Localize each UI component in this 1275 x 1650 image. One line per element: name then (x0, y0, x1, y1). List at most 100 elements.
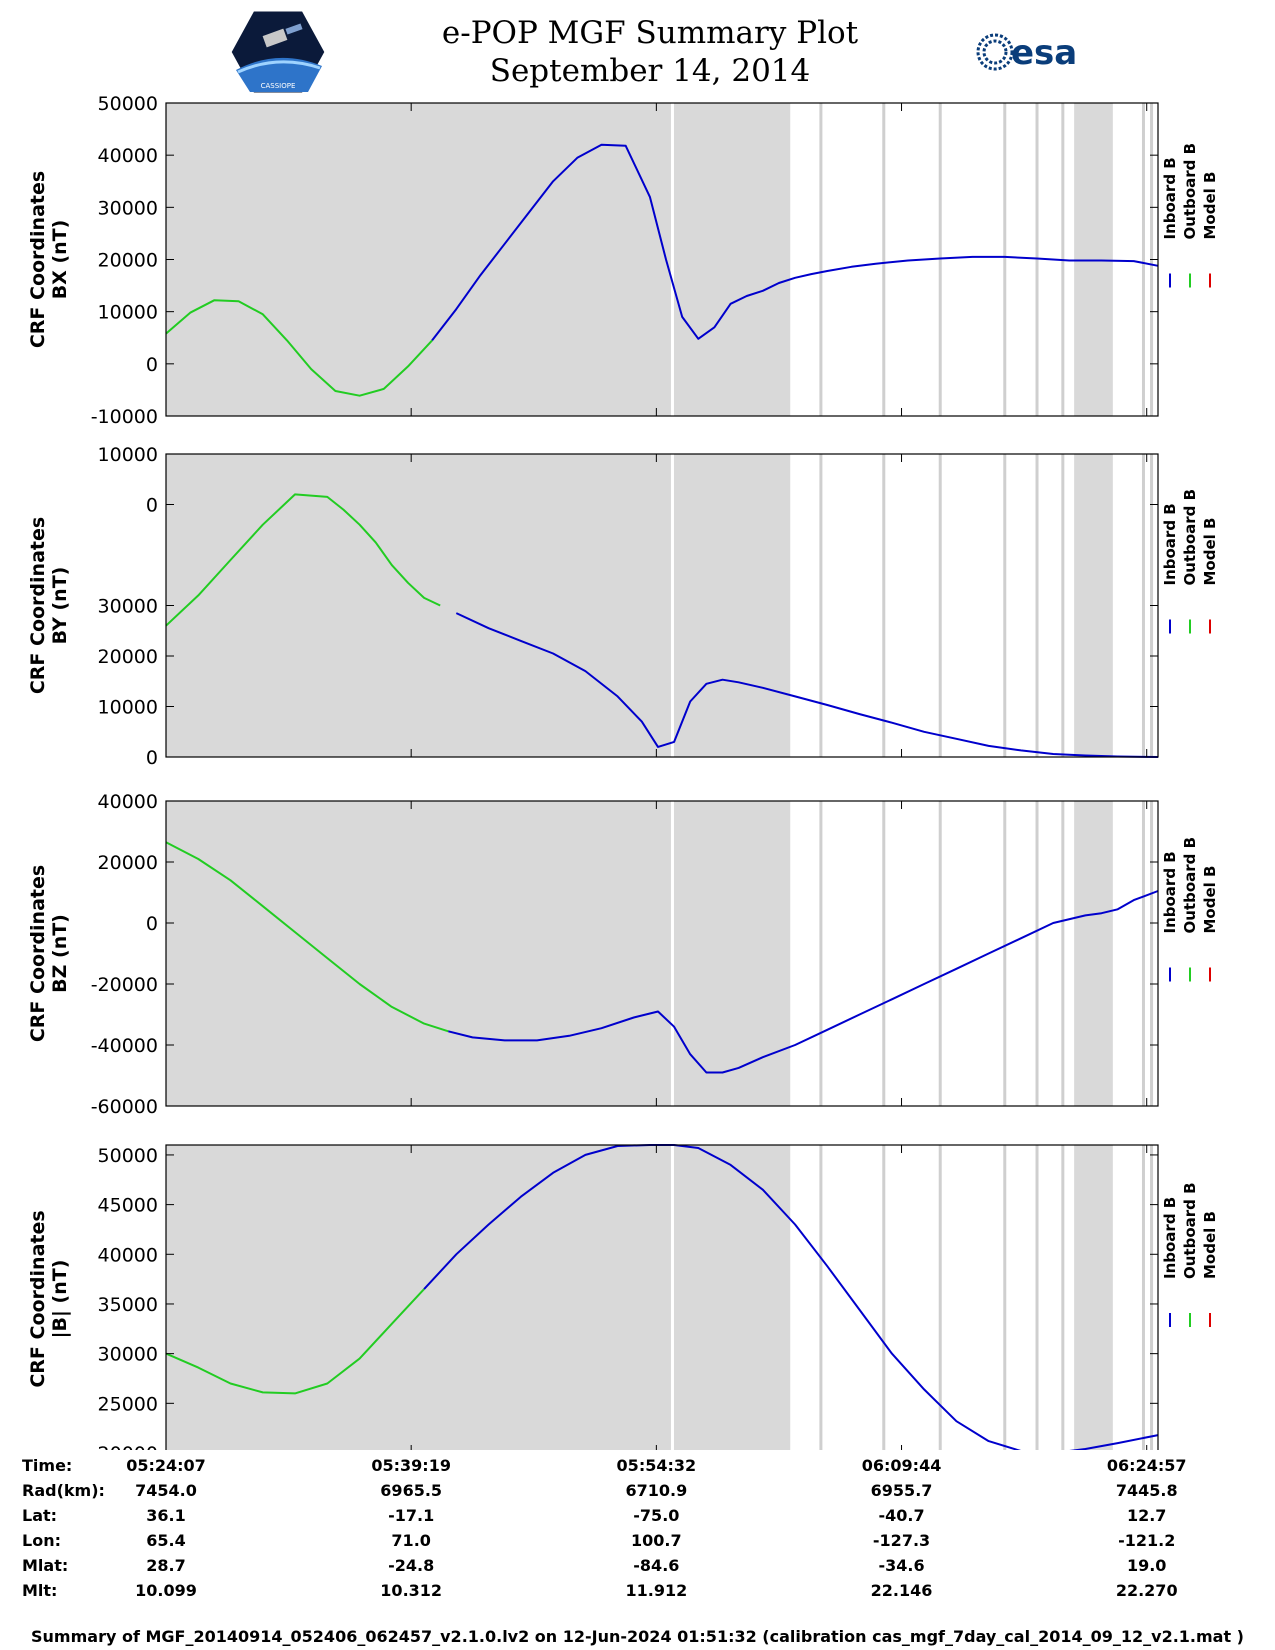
plot-date: September 14, 2014 (489, 53, 811, 89)
legend-label: Model B (1201, 518, 1219, 586)
y-axis-label: BZ (nT) (49, 914, 71, 993)
info-cell: 22.146 (870, 1581, 933, 1600)
y-axis-label: BX (nT) (49, 220, 71, 300)
y-tick-label: 20000 (98, 852, 158, 874)
y-tick-label: 35000 (98, 1294, 158, 1316)
legend-label: Outboard B (1181, 837, 1199, 934)
info-cell: 06:24:57 (1106, 1456, 1187, 1475)
y-axis-label: CRF Coordinates (27, 171, 49, 348)
info-cell: 06:09:44 (861, 1456, 942, 1475)
info-cell: 05:24:07 (126, 1456, 206, 1475)
y-tick-label: 25000 (98, 1393, 158, 1415)
y-axis-label: |B| (nT) (49, 1260, 71, 1339)
y-axis-label: CRF Coordinates (27, 1210, 49, 1387)
info-cell: -75.0 (633, 1506, 680, 1525)
panel-bx: 50000 40000 30000 20000 10000 0 -10000 CRF Coor… (27, 93, 1219, 428)
info-cell: 22.270 (1115, 1581, 1178, 1600)
eclipse-span-1 (1074, 801, 1113, 1106)
y-tick-label: 45000 (98, 1195, 158, 1217)
eclipse-span-1 (1074, 1145, 1113, 1450)
info-row-label: Mlat: (22, 1556, 69, 1575)
info-cell: -127.3 (872, 1531, 931, 1550)
info-cell: 10.312 (380, 1581, 443, 1600)
info-cell: 65.4 (146, 1531, 186, 1550)
y-tick-label: 10000 (98, 444, 158, 466)
info-row-label: Lat: (22, 1506, 58, 1525)
y-tick-label: 30000 (98, 1344, 158, 1366)
info-cell: 6965.5 (380, 1481, 443, 1500)
y-tick-label: 50000 (98, 93, 158, 115)
y-tick-label: -20000 (91, 974, 158, 996)
y-tick-label: -10000 (91, 406, 158, 428)
y-tick-label: -40000 (91, 1035, 158, 1057)
info-cell: 7454.0 (135, 1481, 197, 1500)
axes-frame (165, 800, 1159, 1107)
y-tick-label: 10000 (98, 697, 158, 719)
info-row: Mlat: 28.7 -24.8 -84.6 -34.6 19.0 (0, 1556, 1275, 1580)
y-tick-label: 30000 (98, 596, 158, 618)
info-row: Mlt: 10.099 10.312 11.912 22.146 22.270 (0, 1581, 1275, 1605)
info-row-label: Rad(km): (22, 1481, 105, 1500)
info-cell: -17.1 (388, 1506, 435, 1525)
info-cell: 28.7 (146, 1556, 186, 1575)
info-row-label: Time: (22, 1456, 73, 1475)
axes-frame (165, 1144, 1159, 1450)
info-cell: 11.912 (625, 1581, 688, 1600)
legend-label: Outboard B (1181, 143, 1199, 240)
panel-bz: 40000 20000 0 -20000 -40000 -60000 CRF Coordin… (27, 791, 1219, 1118)
info-cell: 6710.9 (625, 1481, 688, 1500)
y-axis-label: BY (nT) (49, 567, 71, 645)
plot-title: e-POP MGF Summary Plot (441, 15, 859, 51)
y-tick-label: 20000 (98, 1443, 158, 1450)
info-cell: 05:39:19 (371, 1456, 451, 1475)
legend-label: Model B (1201, 172, 1219, 240)
info-row-label: Mlt: (22, 1581, 58, 1600)
esa-logo: esa (976, 33, 1077, 73)
y-tick-label: 0 (146, 913, 158, 935)
eclipse-span-0 (166, 1145, 791, 1450)
bx-series-inboard-b (431, 143, 1159, 342)
info-cell: -34.6 (878, 1556, 925, 1575)
legend-label: Outboard B (1181, 1182, 1199, 1279)
info-cell: -84.6 (633, 1556, 680, 1575)
y-tick-label: 0 (146, 747, 158, 769)
info-row-label: Lon: (22, 1531, 61, 1550)
eclipse-span-0 (166, 103, 791, 416)
y-axis-label: CRF Coordinates (27, 517, 49, 694)
y-tick-label: -60000 (91, 1096, 158, 1118)
info-cell: 100.7 (631, 1531, 682, 1550)
info-cell: 19.0 (1126, 1556, 1167, 1575)
y-axis-label: CRF Coordinates (27, 865, 49, 1042)
legend-label: Outboard B (1181, 489, 1199, 586)
legend-label: Inboard B (1161, 503, 1179, 585)
info-cell: 6955.7 (870, 1481, 933, 1500)
y-tick-label: 30000 (98, 197, 158, 219)
cassiope-logo-text: CASSIOPE (261, 82, 296, 90)
esa-logo-text: esa (1011, 33, 1077, 73)
info-cell: 05:54:32 (616, 1456, 697, 1475)
info-cell: 12.7 (1126, 1506, 1167, 1525)
info-cell: 7445.8 (1115, 1481, 1178, 1500)
bx-series-outboard-b (165, 299, 433, 397)
bmag-series-outboard-b (165, 1288, 425, 1395)
y-tick-label: 40000 (98, 791, 158, 813)
cassiope-logo: CASSIOPE (228, 8, 328, 96)
eclipse-span-0 (166, 801, 791, 1106)
bz-series-inboard-b (448, 890, 1159, 1074)
by-series-inboard-b (455, 612, 1159, 758)
legend-label: Model B (1201, 1211, 1219, 1279)
by-series-outboard-b (165, 493, 441, 627)
y-tick-label: 20000 (98, 646, 158, 668)
info-cell: -121.2 (1118, 1531, 1176, 1550)
y-tick-label: 0 (146, 354, 158, 376)
info-cell: 10.099 (135, 1581, 197, 1600)
y-tick-label: 40000 (98, 145, 158, 167)
bz-series-outboard-b (165, 841, 449, 1033)
info-row: Time: 05:24:07 05:39:19 05:54:32 06:09:44 06:… (0, 1456, 1275, 1480)
info-cell: -24.8 (388, 1556, 435, 1575)
panel-by: 10000 0 30000 20000 10000 0 CRF Coordinates BY … (27, 444, 1219, 769)
info-cell: 36.1 (146, 1506, 186, 1525)
info-cell: -40.7 (878, 1506, 925, 1525)
legend-label: Inboard B (1161, 157, 1179, 239)
eclipse-span-0 (166, 454, 791, 757)
